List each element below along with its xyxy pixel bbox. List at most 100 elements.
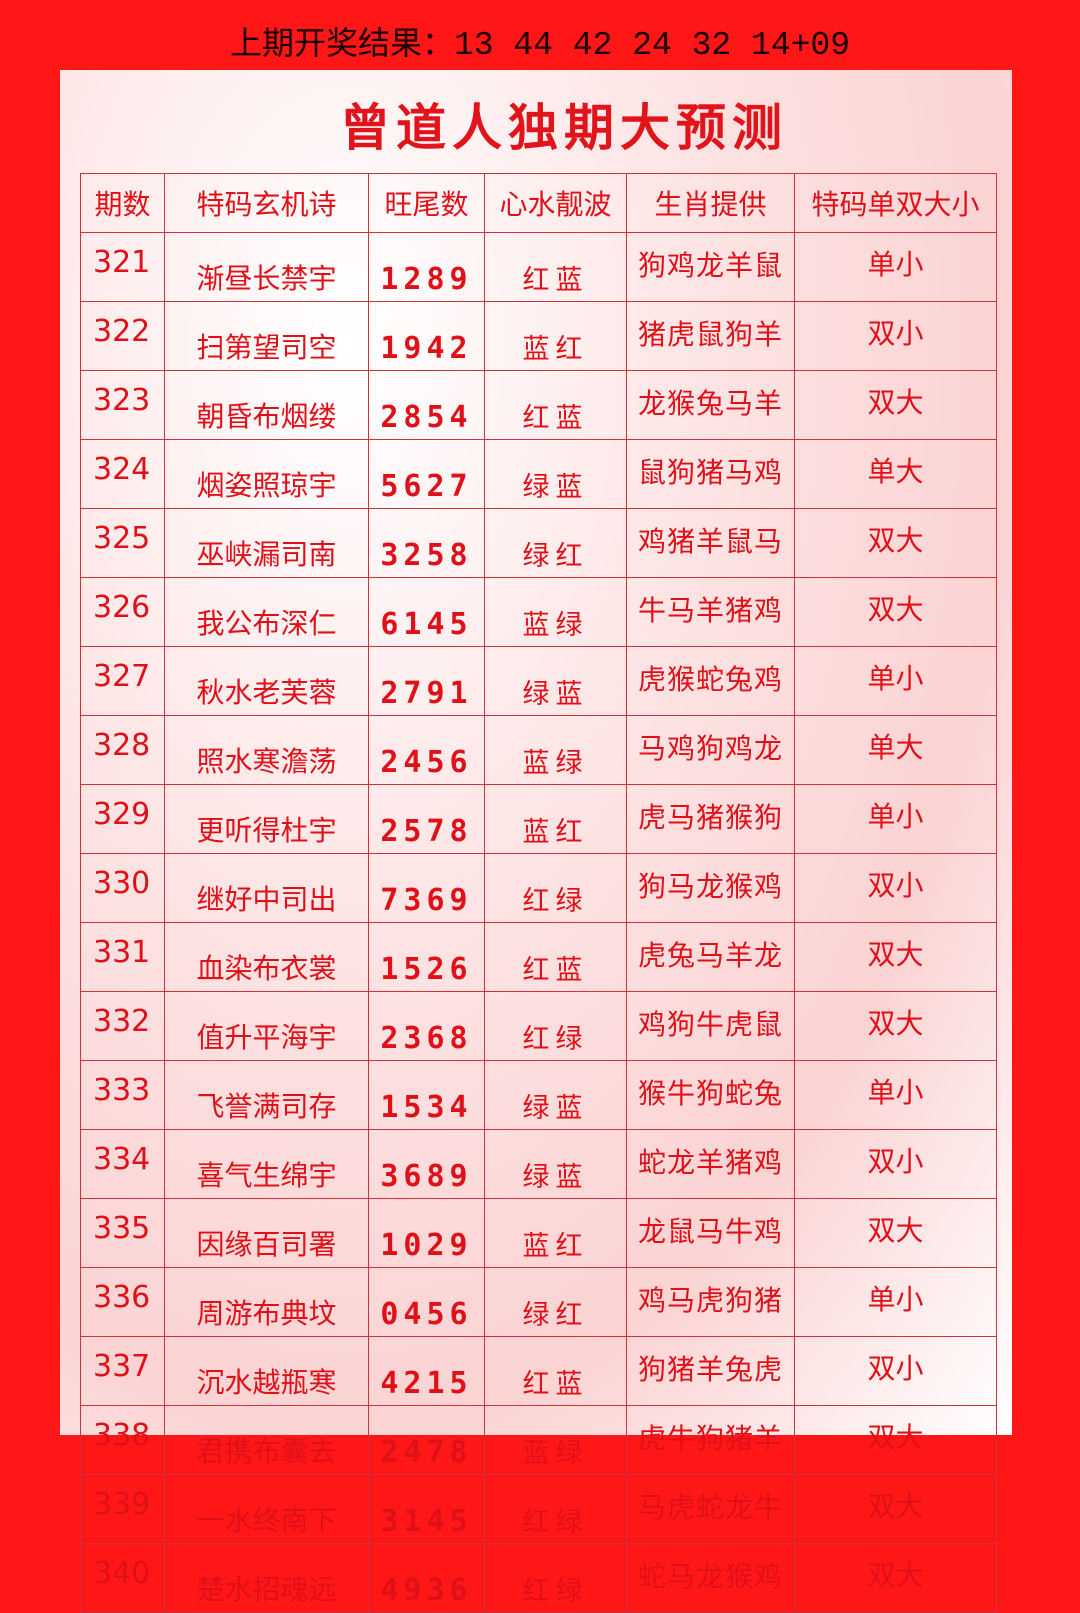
tail-number-cell: 2368	[368, 991, 485, 1061]
table-row: 336 周游布典坟 0456 绿红 鸡马虎狗猪 单小	[80, 1267, 997, 1337]
wave-cell: 绿红	[484, 508, 627, 578]
odd-even-size-cell: 单小	[794, 232, 997, 302]
tail-number-cell: 2854	[368, 370, 485, 440]
period-cell: 336	[80, 1267, 165, 1337]
period-cell: 331	[80, 922, 165, 992]
wave-cell: 红绿	[484, 853, 627, 923]
odd-even-size-cell: 单大	[794, 439, 997, 509]
poem-cell: 沉水越瓶寒	[164, 1336, 369, 1406]
table-row: 327 秋水老芙蓉 2791 绿蓝 虎猴蛇兔鸡 单小	[80, 646, 997, 716]
poem-cell: 值升平海宇	[164, 991, 369, 1061]
zodiac-cell: 牛马羊猪鸡	[626, 577, 795, 647]
tail-number-cell: 2456	[368, 715, 485, 785]
col-period: 期数	[80, 173, 165, 233]
period-cell: 340	[80, 1543, 165, 1613]
odd-even-size-cell: 双小	[794, 853, 997, 923]
last-draw-label: 上期开奖结果：	[229, 24, 454, 62]
period-cell: 332	[80, 991, 165, 1061]
odd-even-size-cell: 双大	[794, 1474, 997, 1544]
table-row: 340 楚水招魂远 4936 红绿 蛇马龙猴鸡 双大	[80, 1543, 997, 1613]
col-poem: 特码玄机诗	[164, 173, 369, 233]
wave-cell: 红蓝	[484, 370, 627, 440]
period-cell: 323	[80, 370, 165, 440]
zodiac-cell: 马虎蛇龙牛	[626, 1474, 795, 1544]
odd-even-size-cell: 双小	[794, 1336, 997, 1406]
zodiac-cell: 马鸡狗鸡龙	[626, 715, 795, 785]
table-row: 333 飞誉满司存 1534 绿蓝 猴牛狗蛇兔 单小	[80, 1060, 997, 1130]
poem-cell: 朝昏布烟缕	[164, 370, 369, 440]
last-draw-numbers: 13 44 42 24 32 14+09	[453, 27, 851, 64]
poem-cell: 周游布典坟	[164, 1267, 369, 1337]
wave-cell: 红蓝	[484, 232, 627, 302]
zodiac-cell: 蛇马龙猴鸡	[626, 1543, 795, 1613]
zodiac-cell: 鸡马虎狗猪	[626, 1267, 795, 1337]
wave-cell: 红蓝	[484, 922, 627, 992]
tail-number-cell: 1526	[368, 922, 485, 992]
zodiac-cell: 狗猪羊兔虎	[626, 1336, 795, 1406]
tail-number-cell: 1289	[368, 232, 485, 302]
wave-cell: 红蓝	[484, 1336, 627, 1406]
zodiac-cell: 猪虎鼠狗羊	[626, 301, 795, 371]
tail-number-cell: 1029	[368, 1198, 485, 1268]
odd-even-size-cell: 双大	[794, 508, 997, 578]
poem-cell: 渐昼长禁宇	[164, 232, 369, 302]
wave-cell: 绿蓝	[484, 646, 627, 716]
tail-number-cell: 3258	[368, 508, 485, 578]
odd-even-size-cell: 单小	[794, 784, 997, 854]
table-row: 325 巫峡漏司南 3258 绿红 鸡猪羊鼠马 双大	[80, 508, 997, 578]
tail-number-cell: 5627	[368, 439, 485, 509]
tail-number-cell: 3145	[368, 1474, 485, 1544]
wave-cell: 蓝绿	[484, 715, 627, 785]
poem-cell: 因缘百司署	[164, 1198, 369, 1268]
period-cell: 334	[80, 1129, 165, 1199]
poem-cell: 更听得杜宇	[164, 784, 369, 854]
odd-even-size-cell: 双大	[794, 370, 997, 440]
period-cell: 335	[80, 1198, 165, 1268]
period-cell: 326	[80, 577, 165, 647]
odd-even-size-cell: 双大	[794, 1543, 997, 1613]
odd-even-size-cell: 单小	[794, 1060, 997, 1130]
zodiac-cell: 虎马猪猴狗	[626, 784, 795, 854]
poem-cell: 扫第望司空	[164, 301, 369, 371]
period-cell: 325	[80, 508, 165, 578]
period-cell: 327	[80, 646, 165, 716]
odd-even-size-cell: 双小	[794, 301, 997, 371]
tail-number-cell: 1942	[368, 301, 485, 371]
zodiac-cell: 狗马龙猴鸡	[626, 853, 795, 923]
tail-number-cell: 1534	[368, 1060, 485, 1130]
page-title: 曾道人独期大预测	[340, 98, 788, 157]
odd-even-size-cell: 单大	[794, 715, 997, 785]
poem-cell: 血染布衣裳	[164, 922, 369, 992]
col-odd-even-size: 特码单双大小	[794, 173, 997, 233]
poem-cell: 照水寒澹荡	[164, 715, 369, 785]
table-row: 337 沉水越瓶寒 4215 红蓝 狗猪羊兔虎 双小	[80, 1336, 997, 1406]
tail-number-cell: 2478	[368, 1405, 485, 1475]
table-row: 330 继好中司出 7369 红绿 狗马龙猴鸡 双小	[80, 853, 997, 923]
odd-even-size-cell: 双大	[794, 1405, 997, 1475]
tail-number-cell: 3689	[368, 1129, 485, 1199]
odd-even-size-cell: 双大	[794, 1198, 997, 1268]
col-tail: 旺尾数	[368, 173, 485, 233]
period-cell: 333	[80, 1060, 165, 1130]
poem-cell: 继好中司出	[164, 853, 369, 923]
table-row: 324 烟姿照琼宇 5627 绿蓝 鼠狗猪马鸡 单大	[80, 439, 997, 509]
table-row: 322 扫第望司空 1942 蓝红 猪虎鼠狗羊 双小	[80, 301, 997, 371]
zodiac-cell: 鸡狗牛虎鼠	[626, 991, 795, 1061]
wave-cell: 绿红	[484, 1267, 627, 1337]
poem-cell: 飞誉满司存	[164, 1060, 369, 1130]
period-cell: 321	[80, 232, 165, 302]
wave-cell: 蓝红	[484, 301, 627, 371]
poem-cell: 秋水老芙蓉	[164, 646, 369, 716]
poem-cell: 我公布深仁	[164, 577, 369, 647]
wave-cell: 蓝绿	[484, 1405, 627, 1475]
wave-cell: 绿蓝	[484, 1060, 627, 1130]
odd-even-size-cell: 双大	[794, 922, 997, 992]
odd-even-size-cell: 单小	[794, 1267, 997, 1337]
table-row: 335 因缘百司署 1029 蓝红 龙鼠马牛鸡 双大	[80, 1198, 997, 1268]
wave-cell: 绿蓝	[484, 1129, 627, 1199]
last-draw-result: 上期开奖结果：13 44 42 24 32 14+09	[0, 18, 1080, 64]
odd-even-size-cell: 双小	[794, 1129, 997, 1199]
period-cell: 328	[80, 715, 165, 785]
zodiac-cell: 龙猴兔马羊	[626, 370, 795, 440]
zodiac-cell: 虎猴蛇兔鸡	[626, 646, 795, 716]
